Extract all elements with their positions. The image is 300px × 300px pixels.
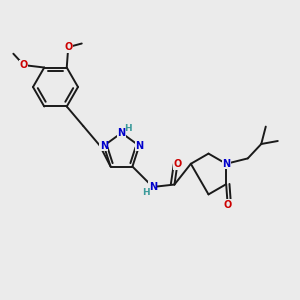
Text: N: N [117, 128, 126, 138]
Text: N: N [222, 159, 230, 169]
Text: N: N [149, 182, 157, 192]
Text: N: N [135, 141, 143, 151]
Text: O: O [224, 200, 232, 210]
Text: O: O [64, 42, 72, 52]
Text: N: N [100, 141, 108, 151]
Text: H: H [124, 124, 132, 133]
Text: O: O [173, 159, 181, 169]
Text: O: O [20, 60, 28, 70]
Text: H: H [142, 188, 150, 197]
